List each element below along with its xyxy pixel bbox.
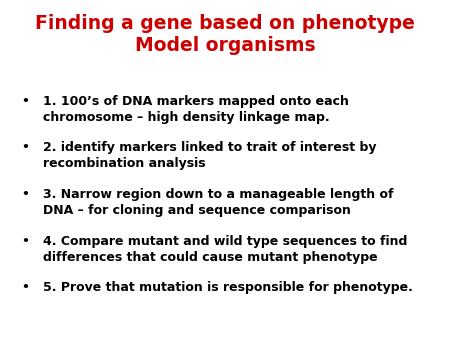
Text: 1. 100’s of DNA markers mapped onto each
chromosome – high density linkage map.: 1. 100’s of DNA markers mapped onto each… [43,95,349,124]
Text: •: • [21,95,29,107]
Text: 2. identify markers linked to trait of interest by
recombination analysis: 2. identify markers linked to trait of i… [43,141,376,170]
Text: 3. Narrow region down to a manageable length of
DNA – for cloning and sequence c: 3. Narrow region down to a manageable le… [43,188,393,217]
Text: 4. Compare mutant and wild type sequences to find
differences that could cause m: 4. Compare mutant and wild type sequence… [43,235,407,264]
Text: Finding a gene based on phenotype
Model organisms: Finding a gene based on phenotype Model … [35,14,415,55]
Text: •: • [21,141,29,154]
Text: •: • [21,281,29,294]
Text: •: • [21,235,29,247]
Text: •: • [21,188,29,201]
Text: 5. Prove that mutation is responsible for phenotype.: 5. Prove that mutation is responsible fo… [43,281,413,294]
